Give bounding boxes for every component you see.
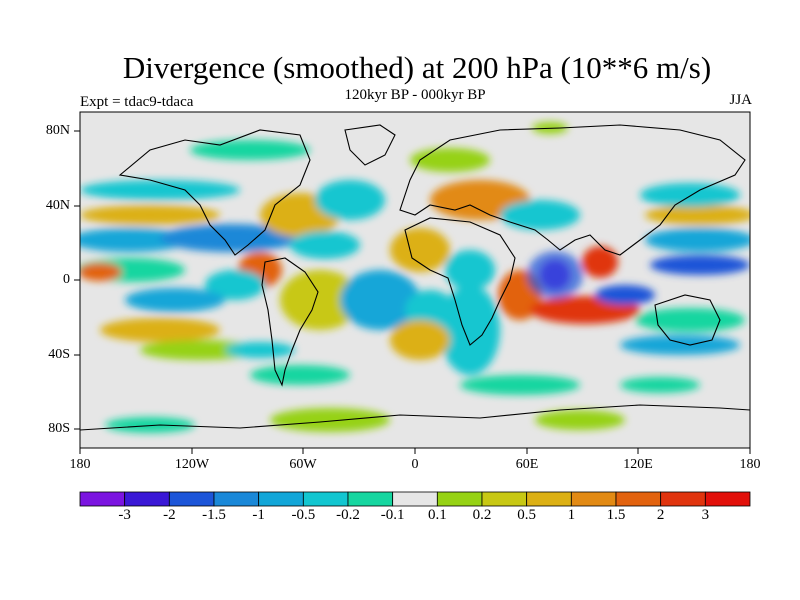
field-blob: [315, 180, 385, 220]
season-label: JJA: [729, 92, 752, 108]
antarctica-outline: [80, 404, 750, 431]
plot-title: Divergence (smoothed) at 200 hPa (10**6 …: [122, 50, 712, 85]
colorbar: [79, 491, 751, 507]
colorbar-swatch: [124, 491, 170, 507]
field-blob: [650, 255, 750, 275]
field-blob: [80, 263, 122, 281]
field-blob: [645, 228, 750, 252]
field-blob: [160, 224, 300, 252]
field-blob: [500, 200, 580, 230]
colorbar-label: -1: [252, 507, 265, 523]
field-blob: [390, 228, 450, 272]
field-blob: [640, 183, 740, 207]
field-blob: [527, 251, 583, 299]
map-background: [80, 112, 750, 448]
colorbar-label: -1.5: [202, 507, 226, 523]
field-blob: [80, 205, 220, 225]
colorbar-swatch: [615, 491, 662, 507]
field-blob: [390, 320, 450, 360]
field-blob: [270, 408, 390, 432]
colorbar-label: -0.1: [380, 507, 405, 523]
field-blob: [105, 417, 195, 433]
field-blob: [445, 250, 495, 290]
colorbar-swatch: [347, 491, 394, 507]
colorbar-swatch: [213, 491, 260, 507]
field-blob: [125, 288, 225, 312]
colorbar-label: 3: [701, 507, 710, 523]
axis-ticks: [74, 130, 751, 454]
field-blob: [80, 180, 240, 200]
lat-label: 40N: [45, 198, 70, 213]
colorbar-swatch: [392, 491, 438, 507]
colorbar-label: 0.2: [472, 507, 492, 523]
colorbar-label: 0.1: [427, 507, 447, 523]
colorbar-swatch: [660, 491, 706, 507]
australia-outline: [654, 294, 721, 346]
colorbar-swatch: [570, 491, 617, 507]
field-blob: [410, 148, 490, 172]
field-blob: [225, 342, 295, 358]
africa-outline: [404, 217, 516, 346]
greenland-outline: [344, 124, 396, 166]
colorbar-label: 1: [567, 507, 576, 523]
colorbar-swatch: [436, 491, 483, 507]
europe-asia-outline: [399, 124, 746, 256]
field-blob: [620, 335, 740, 355]
colorbar-label: -2: [163, 507, 176, 523]
field-blob: [460, 375, 580, 395]
lon-label: 0: [411, 457, 419, 472]
field-blob: [280, 270, 360, 330]
field-blob: [290, 231, 360, 259]
coastlines: [80, 124, 750, 431]
colorbar-label: 1.5: [606, 507, 626, 523]
lon-label: 180: [69, 457, 91, 472]
field-blob: [340, 270, 420, 330]
lat-label: 80S: [48, 421, 70, 436]
colorbar-swatch: [704, 491, 751, 507]
colorbar-label: 2: [656, 507, 665, 523]
colorbar-swatch: [168, 491, 215, 507]
lon-label: 120E: [623, 457, 653, 472]
lat-label: 40S: [48, 347, 70, 362]
colorbar-label: 0.5: [517, 507, 537, 523]
colorbar-swatch: [258, 491, 304, 507]
lon-label: 60E: [515, 457, 539, 472]
field-blob: [645, 205, 750, 225]
field-blob: [620, 377, 700, 393]
lon-label: 60W: [289, 457, 317, 472]
field-blob: [535, 410, 625, 430]
colorbar-swatch: [79, 491, 126, 507]
lat-label: 80N: [45, 123, 70, 138]
south-america-outline: [261, 257, 319, 387]
colorbar-swatch: [302, 491, 349, 507]
field-blob: [595, 285, 655, 305]
experiment-label: Expt = tdac9-tdaca: [80, 94, 194, 110]
lon-label: 120W: [174, 457, 210, 472]
field-blob: [440, 285, 500, 375]
colorbar-swatch: [481, 491, 528, 507]
divergence-field: [80, 122, 750, 433]
lon-label: 180: [739, 457, 761, 472]
colorbar-label: -3: [118, 507, 131, 523]
colorbar-swatch: [526, 491, 572, 507]
plot-subtitle: 120kyr BP - 000kyr BP: [344, 87, 486, 103]
field-blob: [582, 246, 618, 278]
field-blob: [140, 340, 260, 360]
field-blob: [205, 270, 265, 300]
field-blob: [80, 228, 190, 252]
field-blob: [635, 308, 745, 332]
field-blob: [250, 365, 350, 385]
north-america-outline: [118, 129, 311, 256]
field-blob: [100, 318, 220, 342]
colorbar-label: -0.5: [291, 507, 316, 523]
colorbar-label: -0.2: [336, 507, 360, 523]
lat-label: 0: [63, 272, 70, 287]
